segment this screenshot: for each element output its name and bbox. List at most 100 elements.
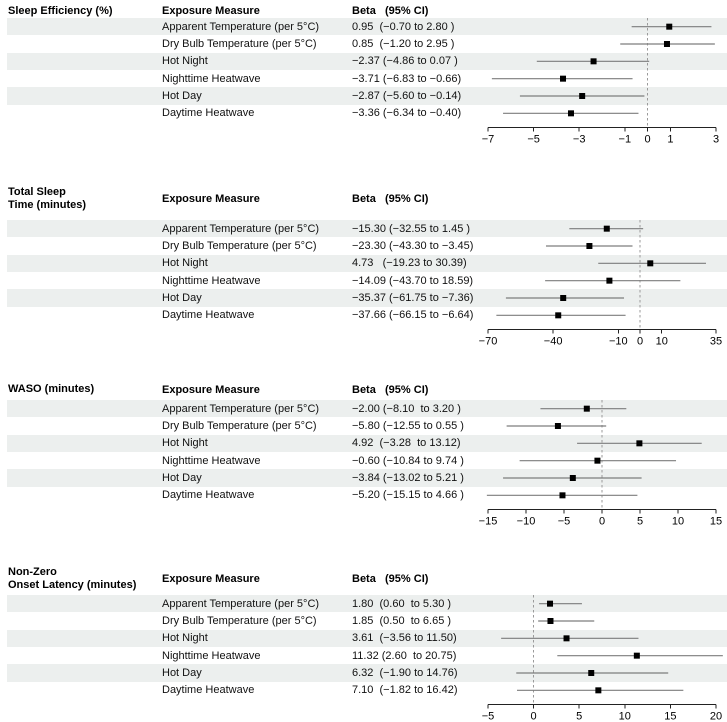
forest-panel-3: WASO (minutes) Exposure Measure Beta (95% …	[0, 379, 727, 527]
table-row: Apparent Temperature (per 5°C) 1.80 (0.60…	[7, 595, 727, 613]
table-row: Hot Night −2.37 (−4.86 to 0.07 )	[7, 52, 727, 70]
beta-ci-column-header: Beta (95% CI)	[352, 572, 429, 585]
table-row: Dry Bulb Temperature (per 5°C) −5.80 (−12…	[7, 417, 727, 434]
exposure-measure-column-header: Exposure Measure	[162, 383, 260, 396]
beta-ci-label: −15.30 (−32.55 to 1.45 )	[352, 222, 471, 235]
panel-title: Non-Zero Onset Latency (minutes)	[7, 566, 162, 592]
x-axis-tick-label: 10	[619, 710, 631, 722]
panel-rows: Apparent Temperature (per 5°C) 0.95 (−0.7…	[0, 18, 727, 122]
beta-ci-column-header: Beta (95% CI)	[352, 193, 429, 205]
exposure-label: Hot Day	[162, 471, 202, 484]
x-axis-tick-label: 0	[645, 133, 651, 145]
beta-ci-label: −0.60 (−10.84 to 9.74 )	[352, 454, 464, 467]
beta-ci-label: 0.95 (−0.70 to 2.80 )	[352, 20, 455, 33]
exposure-label: Daytime Heatwave	[162, 309, 255, 322]
table-row: Hot Day 6.32 (−1.90 to 14.76)	[7, 664, 727, 682]
x-axis-tick-label: −5	[527, 133, 540, 145]
panel-title-line: Onset Latency (minutes)	[8, 578, 137, 591]
table-row: Daytime Heatwave −37.66 (−66.15 to −6.64)	[7, 307, 727, 324]
x-axis-tick-label: 1	[667, 133, 673, 145]
panel-title: Total Sleep Time (minutes)	[7, 186, 162, 212]
beta-ci-label: −2.00 (−8.10 to 3.20 )	[352, 402, 461, 415]
x-axis-tick-label: −5	[558, 515, 571, 527]
x-axis-tick-label: 0	[637, 335, 643, 347]
table-row: Nighttime Heatwave 11.32 (2.60 to 20.75)	[7, 647, 727, 664]
exposure-label: Dry Bulb Temperature (per 5°C)	[162, 419, 317, 432]
forest-panel-4: Non-Zero Onset Latency (minutes) Exposure …	[0, 562, 727, 722]
exposure-label: Apparent Temperature (per 5°C)	[162, 222, 320, 235]
panel-rows: Apparent Temperature (per 5°C) −15.30 (−3…	[0, 220, 727, 324]
table-row: Nighttime Heatwave −0.60 (−10.84 to 9.74 …	[7, 452, 727, 469]
x-axis-tick-label: 0	[599, 515, 605, 527]
x-axis-tick-label: −5	[482, 710, 495, 722]
beta-ci-label: 1.85 (0.50 to 6.65 )	[352, 614, 452, 627]
table-row: Hot Day −35.37 (−61.75 to −7.36)	[7, 289, 727, 307]
beta-ci-label: 4.92 (−3.28 to 13.12)	[352, 437, 461, 450]
beta-ci-label: −3.84 (−13.02 to 5.21 )	[352, 471, 464, 484]
table-row: Dry Bulb Temperature (per 5°C) 1.85 (0.50…	[7, 612, 727, 629]
exposure-label: Apparent Temperature (per 5°C)	[162, 402, 320, 415]
panel-title: Sleep Efficiency (%)	[7, 5, 162, 18]
forest-panel-2: Total Sleep Time (minutes) Exposure Measur…	[0, 178, 727, 347]
beta-ci-label: 11.32 (2.60 to 20.75)	[352, 649, 457, 662]
table-row: Hot Night 3.61 (−3.56 to 11.50)	[7, 629, 727, 647]
x-axis-tick-label: 10	[656, 335, 668, 347]
panel-header-row: WASO (minutes) Exposure Measure Beta (95% …	[7, 379, 727, 400]
exposure-label: Hot Night	[162, 437, 208, 450]
table-row: Daytime Heatwave −5.20 (−15.15 to 4.66 )	[7, 487, 727, 504]
exposure-label: Daytime Heatwave	[162, 107, 255, 120]
table-row: Hot Night 4.73 (−19.23 to 30.39)	[7, 254, 727, 272]
x-axis-tick-label: −70	[479, 335, 498, 347]
table-row: Hot Night 4.92 (−3.28 to 13.12)	[7, 434, 727, 452]
exposure-label: Nighttime Heatwave	[162, 649, 261, 662]
beta-ci-label: −5.20 (−15.15 to 4.66 )	[352, 489, 464, 502]
exposure-measure-column-header: Exposure Measure	[162, 193, 260, 205]
beta-ci-label: −37.66 (−66.15 to −6.64)	[352, 309, 474, 322]
panel-title-line: Non-Zero	[8, 565, 57, 578]
exposure-label: Daytime Heatwave	[162, 684, 255, 697]
table-row: Apparent Temperature (per 5°C) −2.00 (−8.…	[7, 400, 727, 418]
x-axis-tick-label: 35	[710, 335, 722, 347]
x-axis-tick-label: −40	[544, 335, 563, 347]
panel-header-row: Sleep Efficiency (%) Exposure Measure Beta…	[7, 4, 727, 18]
beta-ci-label: 4.73 (−19.23 to 30.39)	[352, 257, 467, 270]
beta-ci-label: −3.71 (−6.83 to −0.66)	[352, 72, 462, 85]
x-axis-tick-label: 15	[710, 515, 722, 527]
beta-ci-label: 3.61 (−3.56 to 11.50)	[352, 632, 457, 645]
beta-ci-label: −5.80 (−12.55 to 0.55 )	[352, 419, 464, 432]
table-row: Nighttime Heatwave −3.71 (−6.83 to −0.66)	[7, 70, 727, 87]
table-row: Hot Day −2.87 (−5.60 to −0.14)	[7, 87, 727, 105]
panel-title: WASO (minutes)	[7, 383, 162, 396]
exposure-label: Hot Day	[162, 291, 202, 304]
x-axis-tick-label: 3	[713, 133, 719, 145]
exposure-label: Daytime Heatwave	[162, 489, 255, 502]
exposure-measure-column-header: Exposure Measure	[162, 5, 260, 17]
x-axis-tick-label: −15	[479, 515, 498, 527]
beta-ci-label: 6.32 (−1.90 to 14.76)	[352, 666, 458, 679]
x-axis-tick-label: −3	[573, 133, 586, 145]
beta-ci-label: −2.87 (−5.60 to −0.14)	[352, 89, 462, 102]
table-row: Dry Bulb Temperature (per 5°C) 0.85 (−1.2…	[7, 35, 727, 52]
exposure-label: Nighttime Heatwave	[162, 72, 261, 85]
x-axis-tick-label: 5	[637, 515, 643, 527]
exposure-label: Nighttime Heatwave	[162, 454, 261, 467]
x-axis-tick-label: −7	[482, 133, 495, 145]
panel-title-line: Total Sleep	[8, 186, 66, 198]
panel-rows: Apparent Temperature (per 5°C) 1.80 (0.60…	[0, 595, 727, 699]
beta-ci-label: −3.36 (−6.34 to −0.40)	[352, 107, 462, 120]
exposure-label: Hot Night	[162, 632, 208, 645]
beta-ci-label: −23.30 (−43.30 to −3.45)	[352, 239, 474, 252]
beta-ci-label: 1.80 (0.60 to 5.30 )	[352, 597, 452, 610]
beta-ci-label: −14.09 (−43.70 to 18.59)	[352, 274, 474, 287]
x-axis-tick-label: −10	[517, 515, 536, 527]
beta-ci-label: −35.37 (−61.75 to −7.36)	[352, 291, 474, 304]
exposure-label: Hot Night	[162, 257, 208, 270]
beta-ci-column-header: Beta (95% CI)	[352, 5, 429, 17]
beta-ci-column-header: Beta (95% CI)	[352, 383, 429, 396]
table-row: Nighttime Heatwave −14.09 (−43.70 to 18.5…	[7, 272, 727, 289]
exposure-label: Apparent Temperature (per 5°C)	[162, 20, 320, 33]
x-axis-tick-label: −1	[619, 133, 632, 145]
panel-title-line: Time (minutes)	[8, 199, 87, 211]
exposure-label: Hot Day	[162, 89, 202, 102]
